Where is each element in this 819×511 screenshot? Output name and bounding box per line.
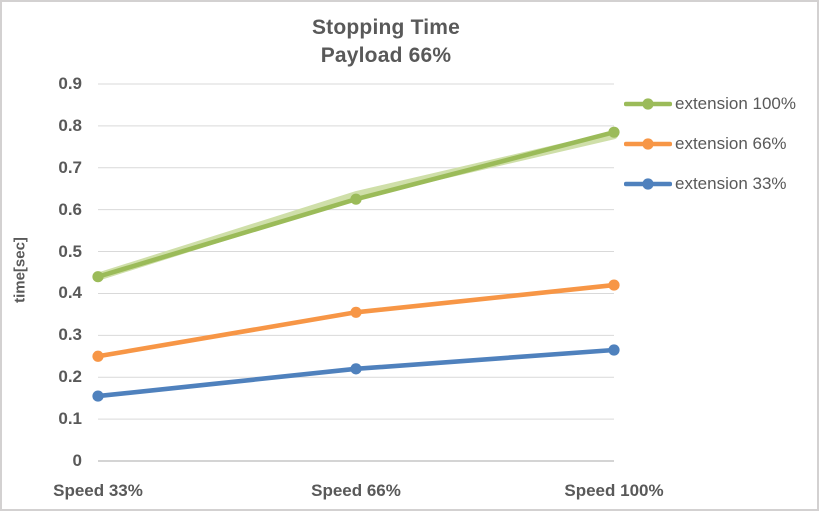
chart-title-block: Stopping Time Payload 66% xyxy=(2,14,770,70)
y-tick-label: 0.5 xyxy=(58,241,82,261)
y-tick-label: 0 xyxy=(72,451,82,470)
legend-item-extension-66: extension 66% xyxy=(624,133,787,155)
y-tick-label: 0.9 xyxy=(58,74,82,93)
legend-label: extension 100% xyxy=(675,94,796,113)
y-tick-label: 0.1 xyxy=(58,409,82,429)
data-point-extension-66-speed-66 xyxy=(350,306,362,318)
x-category-label: Speed 33% xyxy=(53,481,143,500)
legend-label: extension 66% xyxy=(675,134,787,153)
chart-subtitle: Payload 66% xyxy=(320,44,452,67)
legend-item-extension-100: extension 100% xyxy=(624,93,796,115)
legend-marker-extension-33 xyxy=(624,178,672,190)
y-tick-label: 0.4 xyxy=(58,283,82,303)
legend-item-extension-33: extension 33% xyxy=(624,173,787,195)
data-point-extension-66-speed-33 xyxy=(92,350,104,362)
y-tick-label: 0.3 xyxy=(58,325,82,345)
legend-marker-extension-100 xyxy=(624,98,672,110)
legend-label: extension 33% xyxy=(675,174,787,193)
y-tick-label: 0.2 xyxy=(58,367,82,387)
data-point-extension-33-speed-66 xyxy=(350,363,362,375)
x-category-label: Speed 100% xyxy=(564,481,664,500)
legend-marker-extension-66 xyxy=(624,138,672,150)
data-point-extension-33-speed-100 xyxy=(608,344,620,356)
y-tick-label: 0.6 xyxy=(58,199,82,219)
x-category-label: Speed 66% xyxy=(311,481,401,500)
data-point-extension-33-speed-33 xyxy=(92,390,104,402)
y-tick-label: 0.8 xyxy=(58,115,82,135)
data-point-extension-66-speed-100 xyxy=(608,279,620,291)
series-line-extension-66 xyxy=(95,282,617,359)
data-point-extension-100-speed-33 xyxy=(92,271,104,283)
chart-title: Stopping Time xyxy=(311,16,461,39)
data-point-extension-100-speed-66 xyxy=(350,193,362,205)
data-point-extension-100-speed-100 xyxy=(608,126,620,138)
y-tick-label: 0.7 xyxy=(58,157,82,177)
